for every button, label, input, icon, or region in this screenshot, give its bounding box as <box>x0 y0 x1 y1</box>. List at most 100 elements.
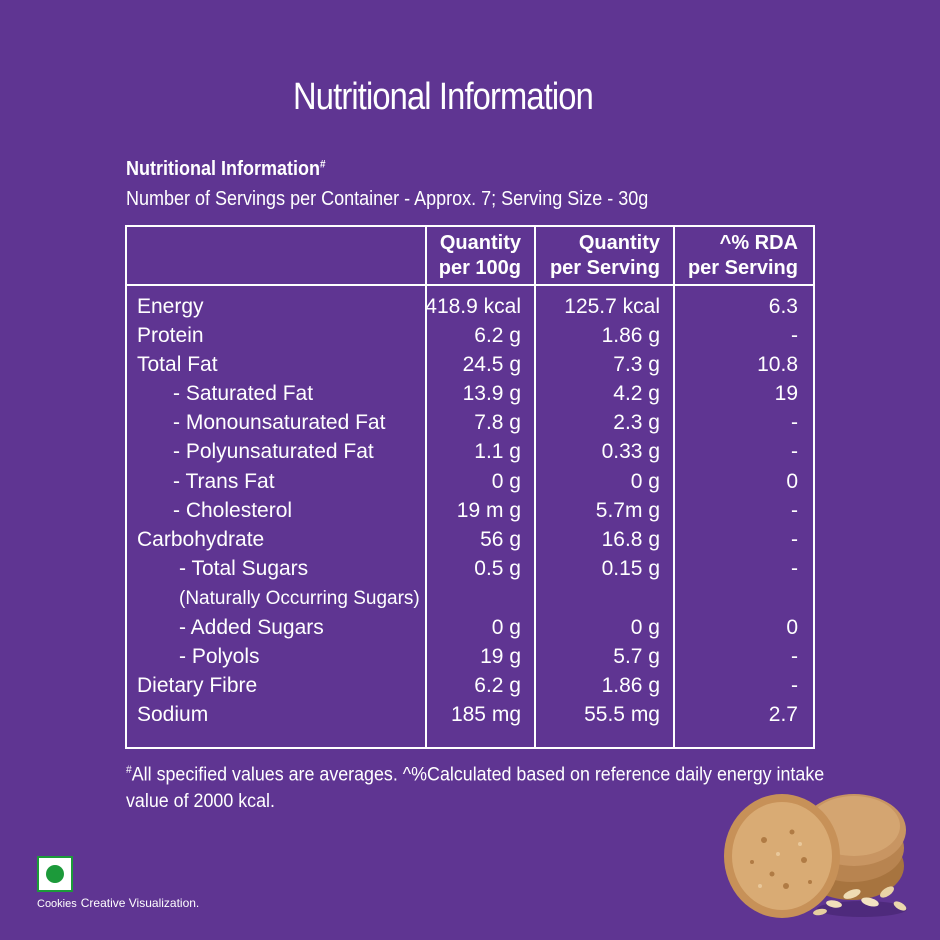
table-row: Dietary Fibre 6.2 g 1.86 g - <box>127 671 813 700</box>
value-rda: 2.7 <box>768 703 798 726</box>
value-per-100g: 24.5 g <box>462 353 521 376</box>
nutrient-name: Carbohydrate <box>137 528 265 551</box>
nutrient-name: - Polyunsaturated Fat <box>173 440 374 463</box>
value-per-serving: 55.5 mg <box>584 703 660 726</box>
column-divider <box>673 227 675 747</box>
header-line: per 100g <box>438 257 521 279</box>
nutrient-name: Total Fat <box>137 353 218 376</box>
value-rda: 0 <box>786 470 798 493</box>
value-per-serving: 0 g <box>630 616 660 639</box>
value-per-100g: 6.2 g <box>474 674 521 697</box>
table-row: - Saturated Fat 13.9 g 4.2 g 19 <box>127 379 813 408</box>
header-line: ^% RDA <box>719 232 798 254</box>
nutrient-name: - Monounsaturated Fat <box>173 411 386 434</box>
value-per-100g: 19 g <box>480 645 521 668</box>
nutrient-name: - Cholesterol <box>173 499 293 522</box>
value-per-100g: 1.1 g <box>474 440 521 463</box>
header-per-100g: Quantity per 100g <box>439 231 521 281</box>
header-line: per Serving <box>687 257 798 279</box>
value-per-100g: 19 m g <box>456 499 521 522</box>
value-per-serving: 16.8 g <box>601 528 660 551</box>
footnote-mark: # <box>126 764 132 776</box>
bottom-caption: Cookies Creative Visualization. <box>37 896 199 910</box>
table-row: - Cholesterol 19 m g 5.7m g - <box>127 496 813 525</box>
nutrition-heading-text: Nutritional Information <box>126 158 320 180</box>
serving-info: Number of Servings per Container - Appro… <box>126 188 649 210</box>
header-rda: ^% RDA per Serving <box>688 231 798 281</box>
nutrient-name: Dietary Fibre <box>137 674 258 697</box>
nutrition-heading-mark: # <box>319 158 326 171</box>
nutrient-name: - Saturated Fat <box>173 382 314 405</box>
cookie-illustration-icon <box>724 794 907 918</box>
table-row: Total Fat 24.5 g 7.3 g 10.8 <box>127 350 813 379</box>
value-per-serving: 5.7 g <box>613 645 660 668</box>
value-rda: - <box>791 499 798 522</box>
table-row: - Added Sugars 0 g 0 g 0 <box>127 613 813 642</box>
nutrient-name: Protein <box>137 324 204 347</box>
value-per-serving: 2.3 g <box>613 411 660 434</box>
header-line: Quantity <box>578 232 660 254</box>
value-per-100g: 418.9 kcal <box>425 295 521 318</box>
nutrition-heading: Nutritional Information# <box>126 158 326 181</box>
vegetarian-dot <box>46 865 64 883</box>
value-rda: 19 <box>774 382 798 405</box>
value-per-100g: 7.8 g <box>474 411 521 434</box>
value-per-serving: 5.7m g <box>595 499 660 522</box>
value-rda: - <box>791 440 798 463</box>
value-rda: - <box>791 324 798 347</box>
nutrient-name: Energy <box>137 295 204 318</box>
value-rda: - <box>791 557 798 580</box>
value-per-serving: 4.2 g <box>613 382 660 405</box>
table-row: Sodium 185 mg 55.5 mg 2.7 <box>127 700 813 729</box>
vegetarian-mark-icon <box>37 856 73 892</box>
value-rda: - <box>791 645 798 668</box>
value-per-serving: 7.3 g <box>613 353 660 376</box>
value-per-serving: 125.7 kcal <box>564 295 660 318</box>
nutrient-name: - Polyols <box>179 645 260 668</box>
nutrient-note: (Naturally Occurring Sugars) <box>179 588 420 609</box>
table-row: - Monounsaturated Fat 7.8 g 2.3 g - <box>127 408 813 437</box>
value-per-serving: 1.86 g <box>601 674 660 697</box>
value-per-100g: 13.9 g <box>462 382 521 405</box>
table-row: - Total Sugars 0.5 g 0.15 g - <box>127 554 813 583</box>
value-rda: - <box>791 674 798 697</box>
value-per-100g: 0.5 g <box>474 557 521 580</box>
value-rda: 10.8 <box>757 353 798 376</box>
footnote: #All specified values are averages. ^%Ca… <box>126 757 840 815</box>
value-per-100g: 0 g <box>491 616 521 639</box>
value-rda: 6.3 <box>768 295 798 318</box>
header-line: per Serving <box>549 257 660 279</box>
column-divider <box>534 227 536 747</box>
table-row: - Polyunsaturated Fat 1.1 g 0.33 g - <box>127 437 813 466</box>
nutrient-name: - Total Sugars <box>179 557 309 580</box>
table-row: - Polyols 19 g 5.7 g - <box>127 642 813 671</box>
nutrient-name: - Trans Fat <box>173 470 275 493</box>
value-rda: 0 <box>786 616 798 639</box>
value-per-serving: 0.15 g <box>601 557 660 580</box>
value-per-serving: 1.86 g <box>601 324 660 347</box>
table-row: - Trans Fat 0 g 0 g 0 <box>127 467 813 496</box>
table-row: Protein 6.2 g 1.86 g - <box>127 321 813 350</box>
column-divider <box>425 227 427 747</box>
nutrition-table: Quantity per 100g Quantity per Serving ^… <box>125 225 815 749</box>
table-row: Energy 418.9 kcal 125.7 kcal 6.3 <box>127 292 813 321</box>
value-per-serving: 0 g <box>630 470 660 493</box>
page-title: Nutritional Information <box>293 76 594 118</box>
caption-visualization: Creative Visualization. <box>80 896 200 910</box>
table-row: Carbohydrate 56 g 16.8 g - <box>127 525 813 554</box>
value-per-100g: 0 g <box>491 470 521 493</box>
header-line: Quantity <box>439 232 521 254</box>
footnote-text: All specified values are averages. ^%Cal… <box>126 764 825 813</box>
value-per-serving: 0.33 g <box>601 440 660 463</box>
table-row: (Naturally Occurring Sugars) <box>127 584 813 613</box>
value-rda: - <box>791 411 798 434</box>
nutrient-name: Sodium <box>137 703 209 726</box>
nutrient-name: - Added Sugars <box>179 616 324 639</box>
caption-product: Cookies <box>37 898 77 910</box>
value-rda: - <box>791 528 798 551</box>
value-per-100g: 56 g <box>480 528 521 551</box>
value-per-100g: 185 mg <box>450 703 521 726</box>
value-per-100g: 6.2 g <box>474 324 521 347</box>
header-per-serving: Quantity per Serving <box>550 231 660 281</box>
header-divider <box>127 284 813 286</box>
